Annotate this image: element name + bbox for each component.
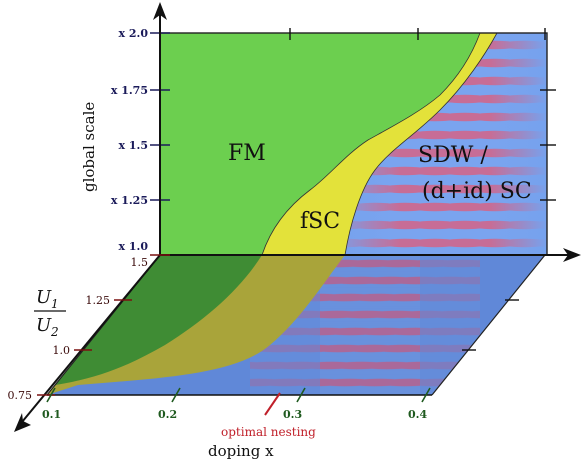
- doping-tick-0-4: 0.4: [408, 408, 427, 421]
- region-labels: FM fSC SDW / (d+id) SC: [228, 141, 532, 234]
- vertical-plane: [150, 28, 556, 256]
- doping-tick-0-1: 0.1: [42, 408, 61, 421]
- sdw-label-line2: (d+id) SC: [422, 179, 532, 204]
- ratio-ticks: [37, 254, 519, 396]
- tick-label-1-5: x 1.5: [118, 139, 148, 152]
- optimal-nesting-label: optimal nesting: [221, 425, 316, 439]
- sdw-label-line1: SDW /: [418, 143, 488, 168]
- vertical-axis-title: global scale: [80, 102, 98, 192]
- ratio-numerator-sub: 1: [51, 297, 59, 311]
- tick-label-1-0: x 1.0: [118, 240, 148, 253]
- ratio-tick-1-0: 1.0: [53, 344, 71, 357]
- vertical-axis-arrow-icon: [153, 2, 167, 20]
- fm-label: FM: [228, 141, 266, 166]
- doping-tick-0-3: 0.3: [283, 408, 302, 421]
- fsc-label: fSC: [300, 209, 340, 234]
- doping-axis-line: [21, 254, 161, 423]
- ratio-axis-ticks: 1.5 1.25 1.0 0.75: [8, 256, 149, 402]
- ratio-tick-0-75: 0.75: [8, 389, 33, 402]
- axes: [14, 2, 581, 432]
- doping-axis-title: doping x: [208, 442, 274, 460]
- tick-label-2-0: x 2.0: [118, 27, 148, 40]
- ratio-tick-1-25: 1.25: [86, 294, 111, 307]
- bottom-fm-region: [47, 255, 262, 395]
- ratio-numerator: U: [36, 287, 52, 308]
- fm-region: [159, 32, 481, 256]
- ratio-denominator-sub: 2: [50, 325, 59, 339]
- ratio-tick-1-5: 1.5: [131, 256, 149, 269]
- doping-axis-arrow-icon: [14, 413, 31, 432]
- optimal-nesting-marker: [264, 392, 281, 416]
- doping-ticks: [46, 387, 431, 416]
- horizontal-axis-arrow-icon: [563, 248, 581, 262]
- bottom-plane: [46, 254, 546, 396]
- vertical-axis-ticks: x 2.0 x 1.75 x 1.5 x 1.25 x 1.0: [111, 27, 149, 253]
- tick-label-1-75: x 1.75: [111, 84, 148, 97]
- ratio-denominator: U: [36, 315, 52, 336]
- doping-axis-ticks: 0.1 0.2 0.3 0.4: [42, 408, 427, 421]
- tick-label-1-25: x 1.25: [111, 194, 148, 207]
- doping-tick-0-2: 0.2: [158, 408, 177, 421]
- ratio-axis-title: U 1 U 2: [34, 287, 66, 339]
